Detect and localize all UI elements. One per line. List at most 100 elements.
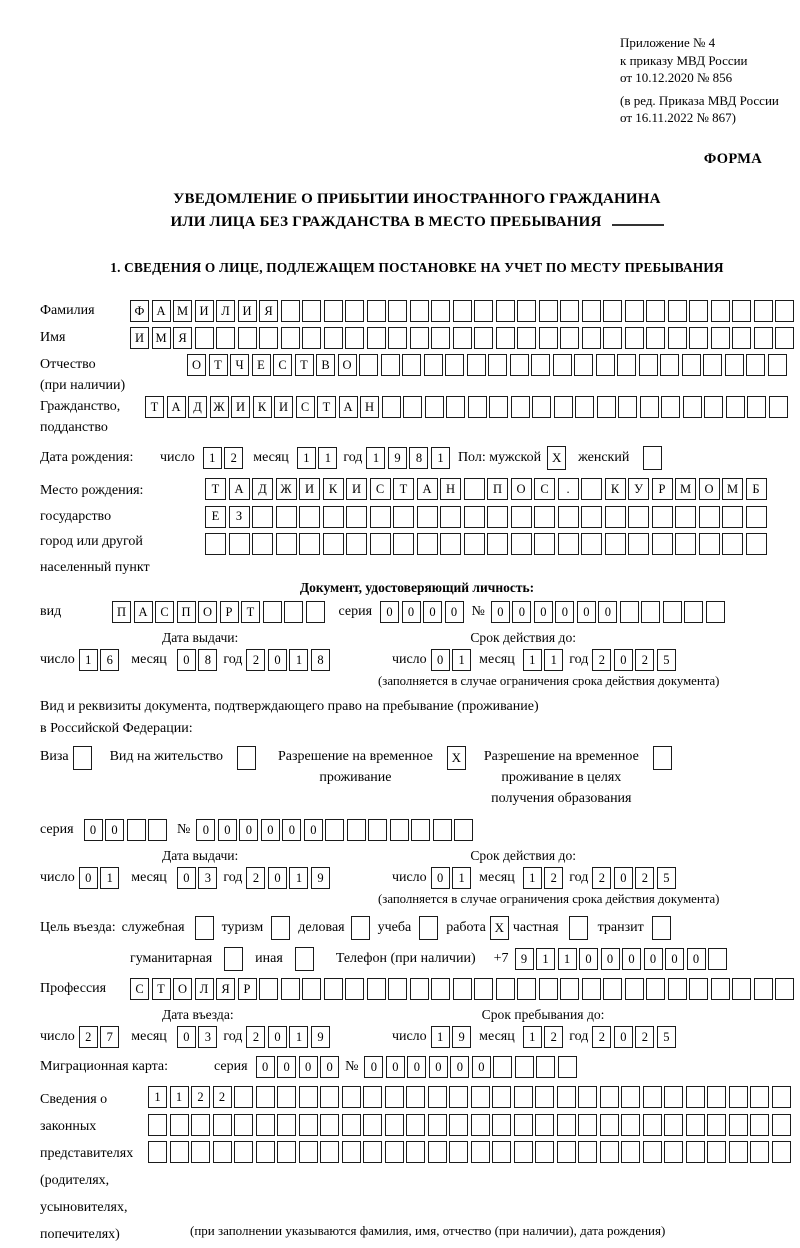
- form-cell[interactable]: [234, 1141, 253, 1164]
- form-cell[interactable]: [205, 533, 226, 556]
- form-cell[interactable]: [599, 1113, 619, 1136]
- form-cell[interactable]: 0: [83, 819, 103, 842]
- form-cell[interactable]: [255, 1141, 275, 1164]
- form-cell[interactable]: [510, 505, 532, 528]
- form-cell[interactable]: [320, 1086, 339, 1109]
- form-cell[interactable]: 0: [533, 601, 553, 624]
- form-cell[interactable]: [431, 300, 450, 323]
- form-cell[interactable]: [369, 533, 391, 556]
- form-cell[interactable]: А: [151, 300, 171, 323]
- form-cell[interactable]: [619, 601, 639, 624]
- purpose-work-checkbox[interactable]: X: [489, 916, 509, 941]
- form-cell[interactable]: 9: [514, 948, 534, 971]
- temp-residence-checkbox[interactable]: X: [446, 746, 466, 771]
- form-cell[interactable]: [212, 1141, 232, 1164]
- form-cell[interactable]: [255, 1086, 275, 1109]
- form-cell[interactable]: 2: [246, 1026, 266, 1049]
- form-cell[interactable]: [492, 1113, 511, 1136]
- form-cell[interactable]: [488, 354, 507, 377]
- form-cell[interactable]: [470, 1086, 490, 1109]
- form-cell[interactable]: [323, 300, 343, 323]
- form-cell[interactable]: Б: [745, 478, 767, 501]
- form-cell[interactable]: [252, 533, 273, 556]
- form-cell[interactable]: [298, 1141, 318, 1164]
- form-cell[interactable]: [323, 978, 343, 1001]
- form-cell[interactable]: Ж: [275, 478, 297, 501]
- form-cell[interactable]: 0: [255, 1056, 275, 1079]
- form-cell[interactable]: А: [166, 396, 186, 419]
- form-cell[interactable]: [322, 533, 344, 556]
- form-cell[interactable]: [380, 354, 400, 377]
- form-cell[interactable]: 3: [198, 867, 218, 890]
- form-cell[interactable]: 0: [613, 1026, 633, 1049]
- form-cell[interactable]: [732, 300, 751, 323]
- form-cell[interactable]: [639, 396, 659, 419]
- purpose-other-checkbox[interactable]: [294, 947, 314, 972]
- form-cell[interactable]: 1: [289, 649, 309, 672]
- form-cell[interactable]: [581, 327, 601, 350]
- form-cell[interactable]: [487, 505, 508, 528]
- form-cell[interactable]: [384, 1113, 404, 1136]
- form-cell[interactable]: [642, 1113, 662, 1136]
- form-cell[interactable]: [722, 505, 743, 528]
- form-cell[interactable]: [624, 327, 644, 350]
- form-cell[interactable]: [685, 1113, 705, 1136]
- form-cell[interactable]: [325, 819, 345, 842]
- form-cell[interactable]: [681, 354, 701, 377]
- form-cell[interactable]: З: [228, 505, 250, 528]
- form-cell[interactable]: Т: [393, 478, 414, 501]
- form-cell[interactable]: [689, 300, 708, 323]
- form-cell[interactable]: 8: [310, 649, 330, 672]
- form-cell[interactable]: [302, 300, 321, 323]
- form-cell[interactable]: А: [228, 478, 250, 501]
- form-cell[interactable]: [604, 505, 626, 528]
- form-cell[interactable]: О: [337, 354, 357, 377]
- form-cell[interactable]: 0: [579, 948, 599, 971]
- form-cell[interactable]: [384, 1086, 404, 1109]
- form-cell[interactable]: 1: [522, 867, 542, 890]
- form-cell[interactable]: 0: [555, 601, 575, 624]
- form-cell[interactable]: 1: [296, 447, 316, 470]
- form-cell[interactable]: [667, 300, 687, 323]
- form-cell[interactable]: 0: [260, 819, 280, 842]
- purpose-humanitarian-checkbox[interactable]: [224, 947, 244, 972]
- form-cell[interactable]: Л: [216, 300, 235, 323]
- form-cell[interactable]: [368, 819, 388, 842]
- form-cell[interactable]: [191, 1141, 210, 1164]
- form-cell[interactable]: 1: [289, 1026, 309, 1049]
- form-cell[interactable]: [259, 327, 278, 350]
- form-cell[interactable]: [280, 300, 300, 323]
- form-cell[interactable]: [492, 1141, 511, 1164]
- form-cell[interactable]: Я: [173, 327, 192, 350]
- form-cell[interactable]: 1: [452, 649, 472, 672]
- form-cell[interactable]: [646, 300, 665, 323]
- form-cell[interactable]: [277, 1113, 296, 1136]
- form-cell[interactable]: [750, 1086, 769, 1109]
- form-cell[interactable]: 0: [576, 601, 596, 624]
- purpose-business-checkbox[interactable]: [350, 916, 370, 941]
- form-cell[interactable]: С: [369, 478, 391, 501]
- form-cell[interactable]: 1: [78, 649, 98, 672]
- form-cell[interactable]: Е: [205, 505, 226, 528]
- form-cell[interactable]: 9: [310, 1026, 330, 1049]
- form-cell[interactable]: Т: [208, 354, 228, 377]
- form-cell[interactable]: [747, 396, 766, 419]
- form-cell[interactable]: 1: [289, 867, 309, 890]
- form-cell[interactable]: [381, 396, 401, 419]
- form-cell[interactable]: [538, 300, 558, 323]
- form-cell[interactable]: [750, 1141, 769, 1164]
- form-cell[interactable]: [262, 601, 282, 624]
- form-cell[interactable]: [538, 327, 558, 350]
- form-cell[interactable]: [661, 396, 680, 419]
- form-cell[interactable]: 0: [217, 819, 237, 842]
- form-cell[interactable]: П: [487, 478, 508, 501]
- form-cell[interactable]: [363, 1086, 382, 1109]
- form-cell[interactable]: [277, 1141, 296, 1164]
- form-cell[interactable]: [660, 354, 679, 377]
- form-cell[interactable]: Р: [651, 478, 673, 501]
- form-cell[interactable]: Т: [205, 478, 226, 501]
- form-cell[interactable]: [513, 1086, 533, 1109]
- form-cell[interactable]: [509, 354, 529, 377]
- form-cell[interactable]: 1: [318, 447, 338, 470]
- form-cell[interactable]: 0: [239, 819, 259, 842]
